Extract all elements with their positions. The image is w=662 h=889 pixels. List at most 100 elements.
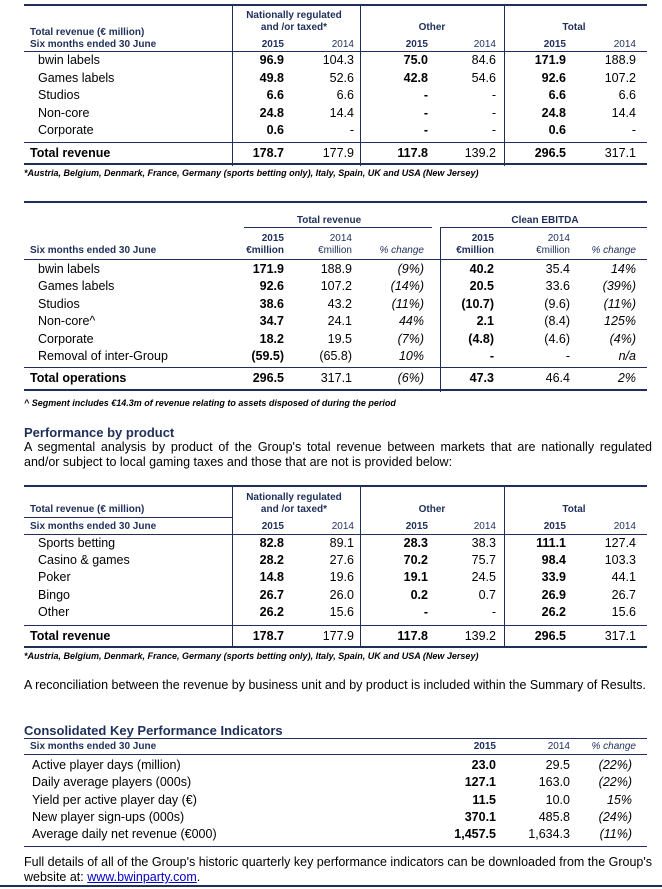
website-link[interactable]: www.bwinparty.com [87,870,197,884]
table-cell: 44% [398,314,424,329]
year-2014: 2014 [331,521,354,532]
kpi-cell: 127.1 [464,775,496,790]
table-cell: 26.0 [329,587,354,602]
page-bottom-rule [0,885,662,887]
table-cell: 38.3 [471,536,496,550]
performance-description: A segmental analysis by product of the G… [24,440,652,469]
table-cell: 14.8 [259,570,284,585]
group-header-total-revenue: Total revenue [296,215,362,226]
table-cell: 43.2 [327,296,352,311]
group-header-other: Other [418,22,446,33]
table-cell: (9%) [397,262,424,276]
table-cell: 171.9 [534,53,566,67]
row-label: Non-core^ [38,314,96,329]
year-2014: 2014 [547,233,570,244]
table-cell: - [631,123,636,138]
table-cell: 52.6 [329,70,354,85]
year-2014: 2014 [613,521,636,532]
group-header-nationally-regulated: Nationally regulated and /or taxed* [246,10,342,33]
kpi-cell: 1,457.5 [454,827,496,842]
header-rule [24,534,647,535]
table-cell: 14.4 [611,105,636,120]
total-cell: 296.5 [534,629,566,643]
kpi-cell: (22%) [598,758,632,772]
total-rule [24,367,647,368]
table-cell: - [491,604,496,619]
table-cell: 38.6 [259,296,284,311]
column-divider [232,4,233,166]
table-cell: (65.8) [319,349,352,363]
table-cell: 14% [610,262,636,276]
closing-period: . [196,870,201,884]
table-cell: 42.8 [403,70,428,85]
total-label: Total revenue [30,146,111,160]
table-cell: 14.4 [329,105,354,120]
row-label: Sports betting [38,536,116,550]
corner-rule [24,517,232,518]
row-label: Studios [38,296,80,311]
corner-subtitle: Six months ended 30 June [30,521,157,532]
table-cell: (11%) [391,296,424,311]
table-cell: 33.9 [541,570,566,585]
header-change: % change [591,245,636,256]
year-2015: 2015 [471,233,494,244]
total-cell: 178.7 [252,629,284,643]
table-cell: - [423,105,428,120]
table-cell: 54.6 [471,70,496,85]
closing-text: Full details of all of the Group's histo… [24,855,653,884]
table-cell: 24.8 [259,105,284,120]
table-cell: (4.8) [468,331,494,346]
table-cell: 6.6 [336,88,354,103]
table-cell: - [491,105,496,120]
total-rule [24,142,647,143]
row-label: Casino & games [38,553,130,568]
column-divider [232,485,233,647]
section-heading-performance: Performance by product [24,425,175,440]
kpi-label: Average daily net revenue (€000) [32,827,217,842]
kpi-label: Daily average players (000s) [32,775,192,790]
table-cell: - [423,88,428,103]
year-2014: 2014 [329,233,352,244]
table-cell: (9.6) [544,296,570,311]
kpi-cell: (22%) [598,775,632,790]
table-cell: (4.6) [544,331,570,346]
total-cell: 296.5 [534,146,566,160]
table-cell: 19.1 [403,570,428,585]
table-cell: 125% [604,314,636,329]
row-label: Non-core [38,105,90,120]
table-cell: 188.9 [604,53,636,67]
table-cell: (14%) [390,279,424,294]
table-cell: 34.7 [259,314,284,329]
column-divider [504,4,505,166]
group-rule [244,227,432,228]
total-cell: 317.1 [604,146,636,160]
table-cell: (11%) [603,296,636,311]
table-cell: (10.7) [461,296,494,311]
table-cell: 18.2 [259,331,284,346]
total-cell: 46.4 [545,371,570,385]
table-cell: - [349,123,354,138]
group-header-clean-ebitda: Clean EBITDA [511,215,579,226]
total-bottom-rule [24,163,647,165]
table-cell: - [489,349,494,363]
total-cell: 47.3 [469,371,494,385]
kpi-label: Active player days (million) [32,758,181,772]
table-cell: 10% [398,349,424,363]
kpi-cell: 163.0 [538,775,570,790]
kpi-cell: 370.1 [464,809,496,824]
table-cell: 28.2 [259,553,284,568]
total-label: Total revenue [30,629,111,643]
total-cell: 177.9 [322,629,354,643]
column-divider [360,485,361,647]
total-cell: 317.1 [604,629,636,643]
year-2014: 2014 [473,521,496,532]
kpi-label: New player sign-ups (000s) [32,809,185,824]
table-cell: 96.9 [259,53,284,67]
reconciliation-note: A reconciliation between the revenue by … [24,678,646,692]
group-header-total: Total [562,22,586,33]
table-cell: 26.9 [541,587,566,602]
closing-paragraph: Full details of all of the Group's histo… [24,855,652,885]
group-header-other: Other [418,504,446,515]
kpi-cell: (11%) [599,827,632,842]
row-label: Other [38,604,70,619]
